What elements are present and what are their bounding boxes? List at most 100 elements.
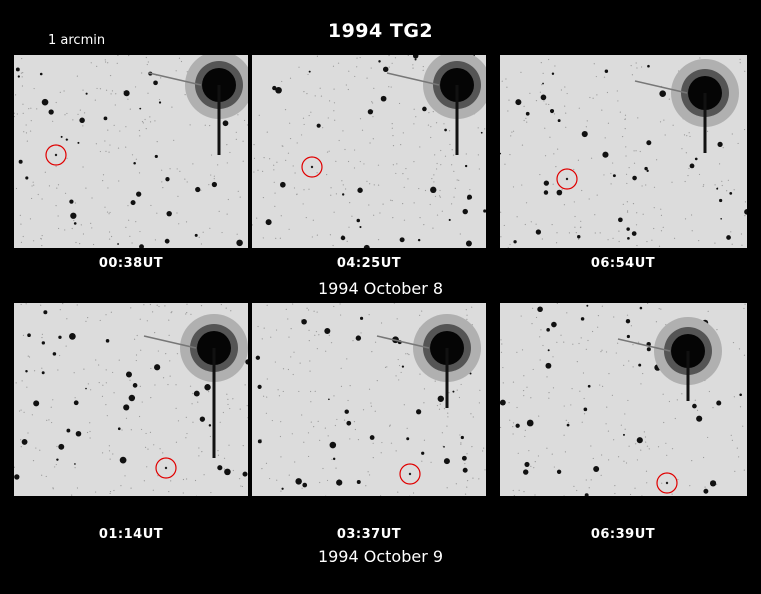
noise-speck	[372, 138, 374, 140]
noise-speck	[440, 164, 442, 166]
star	[66, 428, 71, 433]
noise-speck	[89, 437, 91, 439]
noise-speck	[359, 118, 362, 120]
noise-speck	[389, 424, 391, 426]
noise-speck	[660, 208, 662, 210]
noise-speck	[171, 311, 173, 313]
noise-speck	[185, 478, 188, 480]
noise-speck	[117, 55, 119, 56]
noise-speck	[303, 189, 305, 191]
noise-speck	[305, 216, 307, 219]
noise-speck	[333, 395, 335, 397]
noise-speck	[626, 314, 629, 316]
time-label: 06:54UT	[590, 256, 656, 271]
noise-speck	[225, 307, 227, 309]
noise-speck	[377, 239, 380, 241]
noise-speck	[316, 348, 318, 350]
noise-speck	[530, 465, 532, 467]
noise-speck	[22, 112, 24, 115]
noise-speck	[500, 426, 502, 429]
noise-speck	[119, 130, 121, 132]
noise-speck	[525, 117, 527, 119]
noise-speck	[326, 151, 329, 153]
noise-speck	[615, 352, 617, 354]
noise-speck	[520, 315, 522, 317]
noise-speck	[204, 124, 206, 126]
noise-speck	[458, 396, 461, 399]
noise-speck	[374, 341, 377, 343]
noise-speck	[331, 458, 333, 461]
noise-speck	[511, 131, 513, 133]
noise-speck	[633, 162, 636, 164]
noise-speck	[447, 416, 449, 418]
noise-speck	[74, 397, 76, 399]
star	[340, 235, 346, 241]
noise-speck	[296, 193, 298, 196]
noise-speck	[605, 351, 608, 353]
noise-speck	[349, 202, 351, 204]
noise-speck	[334, 119, 336, 121]
noise-speck	[502, 382, 504, 384]
noise-speck	[253, 171, 255, 173]
noise-speck	[45, 475, 47, 478]
noise-speck	[626, 211, 629, 213]
noise-speck	[349, 438, 351, 440]
star	[316, 123, 321, 128]
noise-speck	[168, 334, 170, 337]
noise-speck	[274, 361, 276, 363]
noise-speck	[618, 240, 620, 243]
noise-speck	[156, 141, 158, 143]
star	[416, 409, 422, 415]
noise-speck	[377, 184, 380, 186]
noise-speck	[189, 385, 192, 387]
star	[513, 240, 517, 244]
star	[280, 181, 286, 188]
noise-speck	[412, 492, 415, 494]
noise-speck	[301, 487, 303, 489]
noise-speck	[109, 492, 111, 495]
noise-speck	[341, 180, 343, 182]
noise-speck	[40, 238, 43, 240]
noise-speck	[55, 205, 57, 207]
noise-speck	[263, 157, 265, 159]
noise-speck	[601, 385, 604, 387]
star	[132, 383, 138, 388]
star	[332, 457, 336, 461]
noise-speck	[222, 411, 224, 414]
star	[412, 55, 419, 59]
noise-speck	[105, 150, 107, 153]
noise-speck	[41, 336, 43, 339]
noise-speck	[232, 469, 234, 472]
noise-speck	[41, 198, 43, 200]
noise-speck	[186, 432, 188, 435]
scale-bar-label: 1 arcmin	[48, 33, 106, 48]
noise-speck	[244, 384, 246, 386]
noise-speck	[540, 62, 542, 64]
diffraction-spike	[617, 338, 671, 352]
noise-speck	[108, 445, 110, 447]
noise-speck	[344, 148, 346, 151]
noise-speck	[419, 217, 421, 219]
noise-speck	[538, 415, 540, 417]
noise-speck	[623, 460, 625, 462]
noise-speck	[308, 114, 310, 117]
star	[604, 69, 609, 74]
noise-speck	[33, 184, 35, 186]
star	[720, 217, 722, 220]
asteroid-marker-circle	[656, 472, 678, 494]
noise-speck	[262, 237, 264, 239]
star	[644, 166, 648, 171]
star	[74, 463, 76, 465]
noise-speck	[73, 219, 75, 222]
noise-speck	[356, 66, 358, 68]
noise-speck	[594, 232, 596, 234]
noise-speck	[198, 447, 200, 449]
star	[524, 461, 530, 467]
noise-speck	[716, 329, 718, 331]
noise-speck	[280, 215, 282, 217]
noise-speck	[583, 397, 585, 400]
noise-speck	[139, 385, 141, 387]
noise-speck	[546, 447, 548, 449]
noise-speck	[167, 383, 169, 386]
noise-speck	[287, 152, 290, 154]
